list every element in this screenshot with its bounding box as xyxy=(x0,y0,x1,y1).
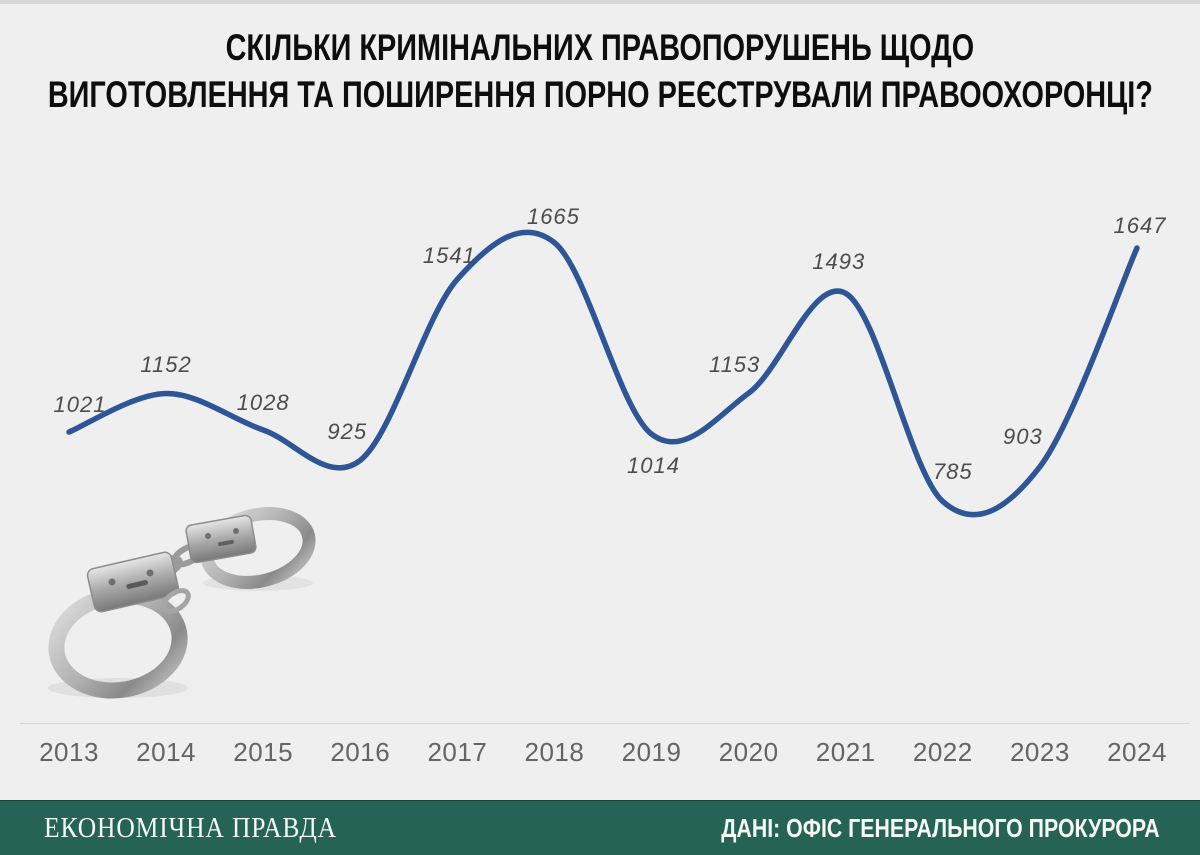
value-label: 1541 xyxy=(422,243,476,269)
x-axis-line xyxy=(20,723,1190,724)
title-line-2: ВИГОТОВЛЕННЯ ТА ПОШИРЕННЯ ПОРНО РЕЄСТРУВ… xyxy=(47,74,1153,115)
value-label: 785 xyxy=(932,459,973,485)
x-axis-tick-label: 2020 xyxy=(718,737,779,767)
x-axis-tick-label: 2016 xyxy=(330,737,391,767)
handcuffs-icon xyxy=(48,507,316,699)
page-title: СКІЛЬКИ КРИМІНАЛЬНИХ ПРАВОПОРУШЕНЬ ЩОДО … xyxy=(0,24,1200,118)
value-label: 1014 xyxy=(627,453,681,479)
value-label: 903 xyxy=(1003,423,1043,449)
brand-logo: ЕКОНОМІЧНА ПРАВДА xyxy=(44,811,337,844)
x-axis-tick-label: 2022 xyxy=(912,737,973,767)
x-axis-tick-label: 2013 xyxy=(39,737,99,767)
value-label: 1665 xyxy=(526,203,580,229)
value-label: 1153 xyxy=(708,352,761,378)
data-source-label: ДАНІ: ОФІС ГЕНЕРАЛЬНОГО ПРОКУРОРА xyxy=(721,812,1160,843)
x-axis-tick-label: 2024 xyxy=(1107,737,1167,767)
x-axis-tick-label: 2017 xyxy=(427,737,488,767)
value-label: 1152 xyxy=(140,351,192,377)
x-axis-tick-label: 2018 xyxy=(524,737,585,767)
value-label: 1021 xyxy=(53,392,107,418)
footer-bar: ЕКОНОМІЧНА ПРАВДА ДАНІ: ОФІС ГЕНЕРАЛЬНОГ… xyxy=(0,800,1200,855)
value-label: 1493 xyxy=(812,249,866,275)
value-label: 925 xyxy=(327,419,368,445)
value-label: 1028 xyxy=(236,389,290,415)
title-line-1: СКІЛЬКИ КРИМІНАЛЬНИХ ПРАВОПОРУШЕНЬ ЩОДО xyxy=(225,27,975,68)
x-axis-tick-label: 2021 xyxy=(815,737,876,767)
x-axis-tick-label: 2023 xyxy=(1009,737,1070,767)
x-axis-tick-label: 2019 xyxy=(621,737,682,767)
x-axis-tick-label: 2014 xyxy=(136,737,196,767)
value-label: 1647 xyxy=(1113,213,1167,238)
top-border-strip xyxy=(0,0,1200,4)
x-axis-tick-label: 2015 xyxy=(233,737,294,767)
trend-line xyxy=(66,229,1140,518)
